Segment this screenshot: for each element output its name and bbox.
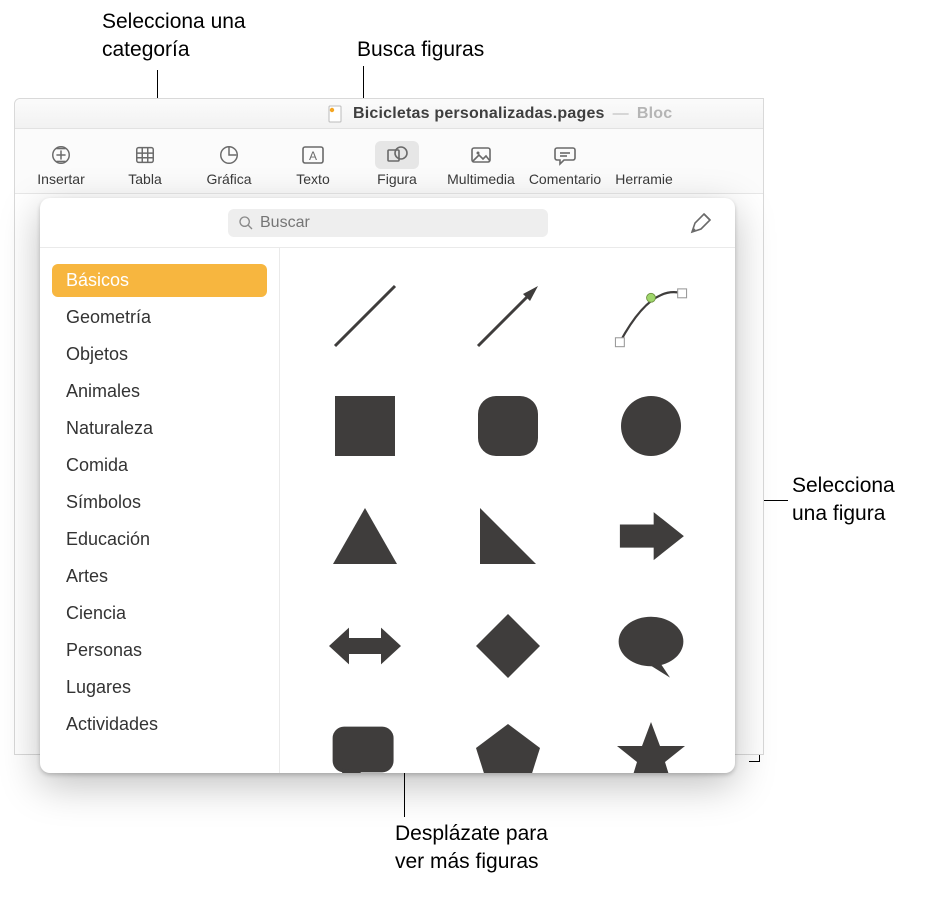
- shape-icon: [375, 141, 419, 169]
- category-item[interactable]: Geometría: [52, 301, 267, 334]
- toolbar-tabla[interactable]: Tabla: [105, 137, 185, 189]
- insert-icon: [39, 141, 83, 169]
- svg-text:A: A: [309, 149, 317, 163]
- shapes-grid[interactable]: [280, 248, 735, 773]
- search-input[interactable]: [260, 214, 538, 232]
- category-item[interactable]: Artes: [52, 560, 267, 593]
- toolbar-figura[interactable]: Figura: [357, 137, 437, 189]
- chat-bubble-shape[interactable]: [302, 706, 427, 773]
- rounded-square-shape[interactable]: [445, 376, 570, 476]
- right-triangle-shape[interactable]: [445, 486, 570, 586]
- curve-shape[interactable]: [588, 266, 713, 366]
- toolbar-item-label: Multimedia: [447, 171, 515, 187]
- title-separator: —: [613, 105, 629, 123]
- shapes-popover: Básicos Geometría Objetos Animales Naturalez…: [40, 198, 735, 773]
- text-icon: A: [291, 141, 335, 169]
- toolbar-texto[interactable]: A Texto: [273, 137, 353, 189]
- callout-select-category: Selecciona una categoría: [102, 8, 246, 65]
- category-sidebar[interactable]: Básicos Geometría Objetos Animales Naturalez…: [40, 248, 280, 773]
- toolbar-herramientas[interactable]: Herramie: [609, 137, 679, 189]
- callout-select-shape: Selecciona una figura: [792, 472, 895, 529]
- search-icon: [238, 215, 254, 231]
- star-shape[interactable]: [588, 706, 713, 773]
- speech-bubble-shape[interactable]: [588, 596, 713, 696]
- table-icon: [123, 141, 167, 169]
- category-item[interactable]: Educación: [52, 523, 267, 556]
- category-item[interactable]: Personas: [52, 634, 267, 667]
- toolbar-item-label: Tabla: [128, 171, 161, 187]
- toolbar-item-label: Herramie: [615, 171, 673, 187]
- callout-line: [404, 773, 405, 817]
- toolbar-insertar[interactable]: Insertar: [21, 137, 101, 189]
- triangle-shape[interactable]: [302, 486, 427, 586]
- category-item[interactable]: Ciencia: [52, 597, 267, 630]
- toolbar-item-label: Figura: [377, 171, 417, 187]
- toolbar-multimedia[interactable]: Multimedia: [441, 137, 521, 189]
- toolbar-grafica[interactable]: Gráfica: [189, 137, 269, 189]
- toolbar-item-label: Texto: [296, 171, 329, 187]
- toolbar-item-label: Gráfica: [206, 171, 251, 187]
- arrow-bidirectional-shape[interactable]: [302, 596, 427, 696]
- document-name: Bicicletas personalizadas.pages: [353, 105, 605, 123]
- search-field[interactable]: [228, 209, 548, 237]
- line-shape[interactable]: [302, 266, 427, 366]
- app-toolbar: Insertar Tabla Gráfica A Texto Figura: [15, 129, 763, 194]
- square-shape[interactable]: [302, 376, 427, 476]
- arrow-line-shape[interactable]: [445, 266, 570, 366]
- category-item[interactable]: Naturaleza: [52, 412, 267, 445]
- arrow-right-shape[interactable]: [588, 486, 713, 586]
- category-item[interactable]: Comida: [52, 449, 267, 482]
- category-item[interactable]: Básicos: [52, 264, 267, 297]
- popover-body: Básicos Geometría Objetos Animales Naturalez…: [40, 248, 735, 773]
- callout-scroll-more: Desplázate para ver más figuras: [395, 820, 548, 877]
- media-icon: [459, 141, 503, 169]
- popover-header: [40, 198, 735, 248]
- tools-icon: [622, 141, 666, 169]
- document-trail: Bloc: [637, 105, 672, 123]
- diamond-shape[interactable]: [445, 596, 570, 696]
- category-item[interactable]: Objetos: [52, 338, 267, 371]
- window-titlebar: Bicicletas personalizadas.pages — Bloc: [15, 99, 763, 129]
- category-item[interactable]: Actividades: [52, 708, 267, 741]
- toolbar-item-label: Insertar: [37, 171, 84, 187]
- category-item[interactable]: Animales: [52, 375, 267, 408]
- pen-icon: [689, 211, 713, 235]
- toolbar-item-label: Comentario: [529, 171, 601, 187]
- category-item[interactable]: Símbolos: [52, 486, 267, 519]
- circle-shape[interactable]: [588, 376, 713, 476]
- callout-line: [760, 500, 788, 501]
- draw-pen-button[interactable]: [685, 207, 717, 239]
- callout-search-shapes: Busca figuras: [357, 36, 484, 64]
- comment-icon: [543, 141, 587, 169]
- document-icon: [325, 105, 347, 123]
- category-item[interactable]: Lugares: [52, 671, 267, 704]
- chart-icon: [207, 141, 251, 169]
- toolbar-comentario[interactable]: Comentario: [525, 137, 605, 189]
- pentagon-shape[interactable]: [445, 706, 570, 773]
